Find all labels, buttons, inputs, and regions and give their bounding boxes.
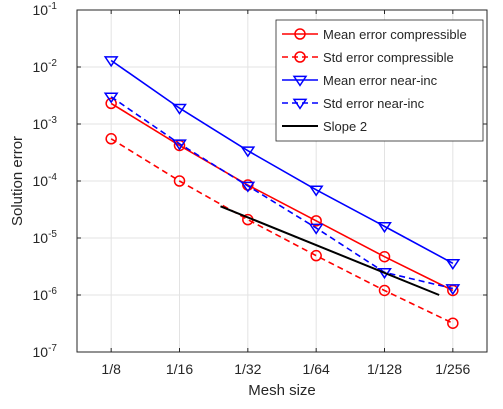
legend-label: Mean error compressible	[323, 27, 467, 42]
series-4	[220, 205, 440, 296]
data-point	[173, 175, 186, 187]
legend-label: Std error compressible	[323, 50, 454, 65]
y-axis-label: Solution error	[9, 136, 26, 226]
data-point	[240, 146, 256, 158]
data-point	[308, 223, 324, 235]
series-2	[103, 56, 461, 271]
legend-item: Mean error near-inc	[282, 73, 438, 88]
data-point	[103, 56, 119, 68]
data-point	[310, 249, 322, 262]
x-tick-label: 1/16	[166, 361, 193, 377]
legend-label: Std error near-inc	[323, 96, 425, 111]
legend-marker	[294, 51, 306, 63]
legend-item: Slope 2	[282, 119, 367, 134]
data-point	[377, 222, 392, 234]
series-3	[103, 92, 461, 296]
series-line	[110, 138, 454, 324]
data-point	[105, 97, 117, 110]
data-point	[105, 133, 117, 145]
series-line	[110, 96, 454, 290]
data-point	[447, 317, 459, 329]
legend-item: Mean error compressible	[282, 27, 467, 42]
legend-marker	[292, 75, 308, 87]
legend-marker	[294, 28, 306, 40]
series-line	[110, 102, 454, 292]
data-point	[378, 284, 391, 297]
x-tick-label: 1/64	[303, 361, 330, 377]
x-tick-label: 1/8	[101, 361, 121, 377]
data-layer	[103, 56, 461, 329]
legend: Mean error compressible Std error compres…	[275, 19, 484, 142]
data-point	[308, 185, 324, 197]
legend-label: Slope 2	[323, 119, 367, 134]
series-line	[110, 59, 454, 264]
x-tick-label: 1/256	[435, 361, 470, 377]
legend-item: Std error compressible	[282, 50, 454, 65]
data-point	[240, 181, 256, 193]
series-1	[105, 133, 459, 329]
legend-marker	[292, 98, 308, 110]
data-point	[103, 92, 119, 104]
data-point	[378, 250, 391, 263]
legend-label: Mean error near-inc	[323, 73, 438, 88]
series-line	[220, 205, 440, 296]
x-tick-label: 1/32	[234, 361, 261, 377]
x-axis-label: Mesh size	[248, 382, 316, 399]
data-point	[172, 103, 187, 115]
x-tick-label: 1/128	[367, 361, 402, 377]
data-point	[445, 258, 461, 271]
data-point	[310, 215, 322, 227]
data-point	[172, 139, 187, 151]
data-point	[445, 284, 461, 296]
legend-item: Std error near-inc	[282, 96, 425, 111]
